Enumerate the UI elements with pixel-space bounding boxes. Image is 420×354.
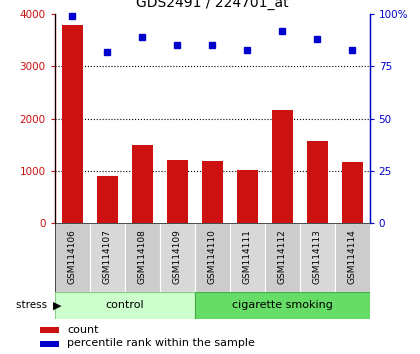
Text: count: count <box>67 325 99 335</box>
Bar <box>167 160 188 223</box>
Bar <box>55 292 194 319</box>
Bar <box>194 223 230 292</box>
Text: GSM114111: GSM114111 <box>243 229 252 284</box>
Bar <box>125 223 160 292</box>
Text: GSM114108: GSM114108 <box>138 229 147 284</box>
Bar <box>272 110 293 223</box>
Title: GDS2491 / 224701_at: GDS2491 / 224701_at <box>136 0 289 10</box>
Text: stress: stress <box>16 300 50 310</box>
Bar <box>160 223 194 292</box>
Bar <box>131 145 152 223</box>
Text: GSM114109: GSM114109 <box>173 229 181 284</box>
Bar <box>62 25 83 223</box>
Bar <box>202 161 223 223</box>
Bar <box>236 170 257 223</box>
Bar <box>335 223 370 292</box>
Text: percentile rank within the sample: percentile rank within the sample <box>67 338 255 348</box>
Text: ▶: ▶ <box>52 300 61 310</box>
Bar <box>194 292 370 319</box>
Bar <box>341 162 362 223</box>
Text: GSM114114: GSM114114 <box>348 229 357 284</box>
Bar <box>97 176 118 223</box>
Bar <box>307 141 328 223</box>
Bar <box>89 223 125 292</box>
Text: GSM114107: GSM114107 <box>102 229 112 284</box>
Text: GSM114113: GSM114113 <box>312 229 322 284</box>
Text: GSM114106: GSM114106 <box>68 229 76 284</box>
Text: GSM114112: GSM114112 <box>278 229 286 284</box>
Text: GSM114110: GSM114110 <box>207 229 217 284</box>
Bar <box>55 223 89 292</box>
Text: cigarette smoking: cigarette smoking <box>232 300 333 310</box>
Bar <box>40 341 59 347</box>
Bar <box>265 223 299 292</box>
Text: control: control <box>105 300 144 310</box>
Bar <box>40 327 59 333</box>
Bar <box>230 223 265 292</box>
Bar <box>299 223 335 292</box>
